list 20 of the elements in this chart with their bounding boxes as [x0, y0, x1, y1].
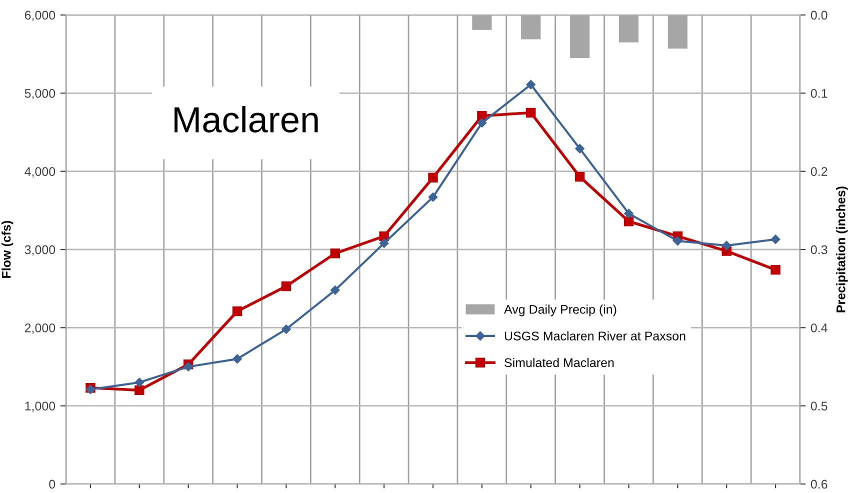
y-tick-label: 1,000	[25, 402, 56, 412]
y-axis-title: Flow (cfs)	[2, 220, 14, 278]
y-tick-label: 4,000	[24, 167, 56, 178]
y-tick-label: 2,000	[24, 323, 56, 334]
legend-label: Avg Daily Precip (in)	[504, 304, 616, 316]
y-tick-label: 0	[49, 480, 56, 489]
y2-tick-label: 0.6	[810, 480, 828, 489]
y2-axis-title: Precipitation (inches)	[836, 186, 848, 312]
y2-tick-label: 0.3	[810, 245, 828, 254]
y-tick-label: 3,000	[24, 245, 56, 256]
text: Maclaren	[174, 106, 318, 133]
y2-tick-label: 0.1	[810, 88, 828, 98]
y-tick-label: 5,000	[24, 88, 56, 100]
y2-tick-label: 0.2	[810, 167, 828, 176]
y2-tick-label: 0.0	[810, 10, 828, 20]
legend-label: Simulated Maclaren	[504, 358, 614, 368]
legend-label: USGS Maclaren River at Paxson	[504, 331, 686, 340]
y2-tick-label: 0.4	[810, 323, 828, 332]
y-tick-label: 6,000	[24, 10, 56, 22]
y2-tick-label: 0.5	[810, 402, 828, 410]
